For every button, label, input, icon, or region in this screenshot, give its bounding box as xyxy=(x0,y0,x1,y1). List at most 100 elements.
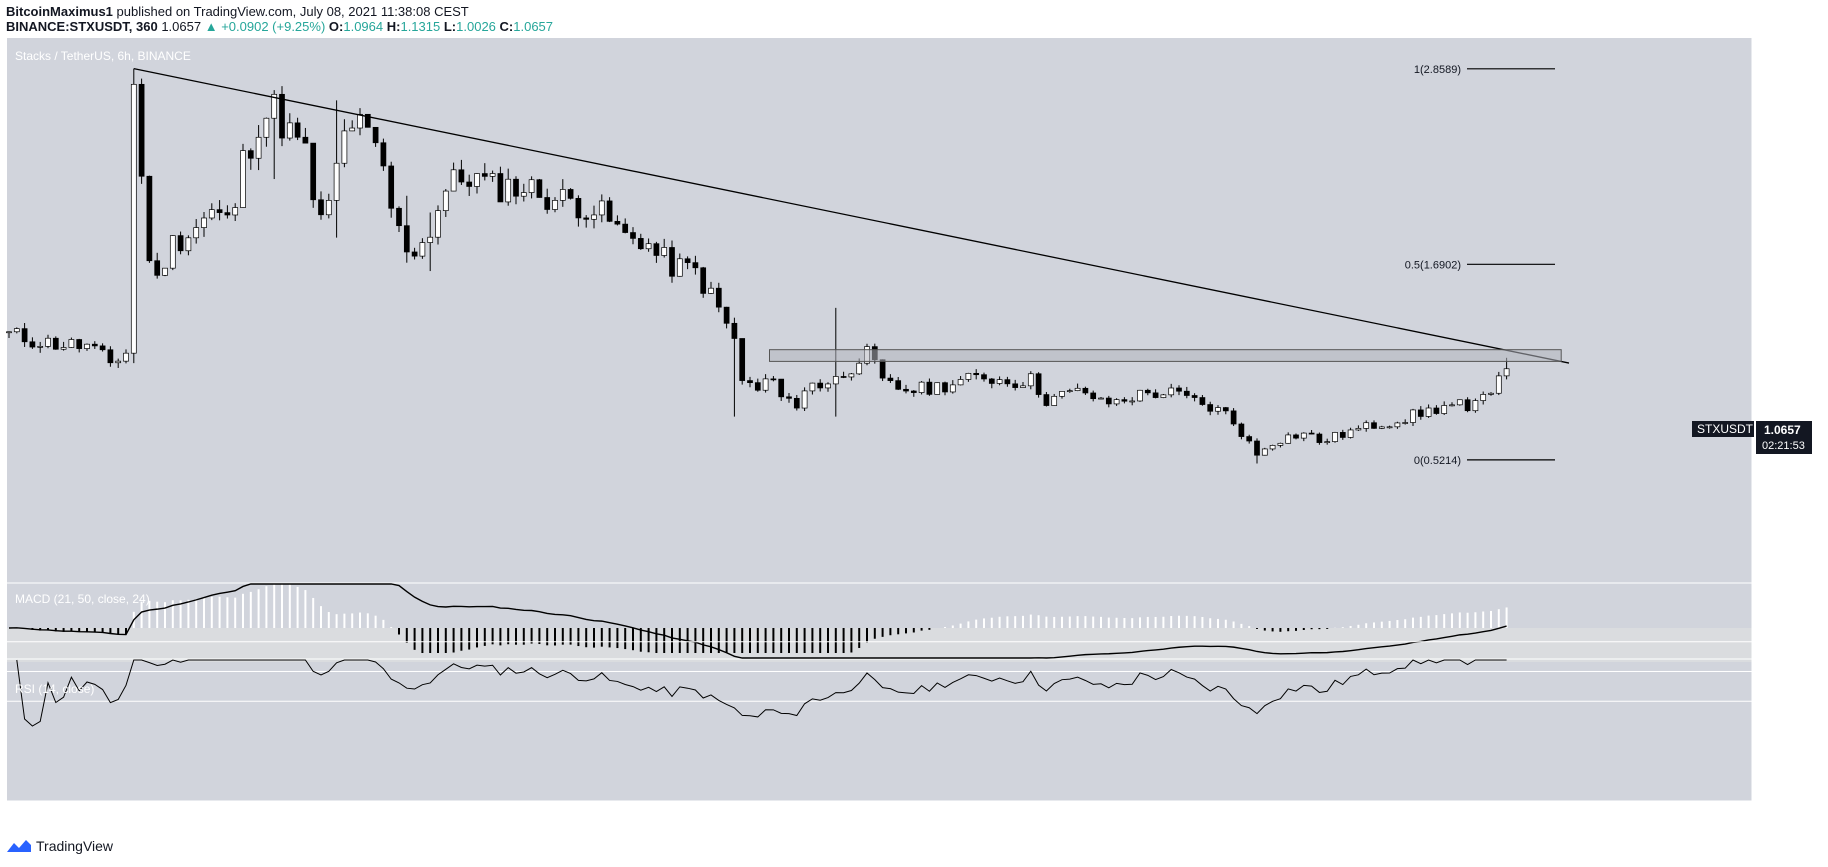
candle-body xyxy=(403,225,410,253)
candle-body xyxy=(856,362,863,375)
candle-body xyxy=(1394,422,1401,428)
candle-body xyxy=(1285,434,1292,444)
candle-body xyxy=(669,247,675,277)
macd-label[interactable]: MACD (21, 50, close, 24) xyxy=(15,592,150,606)
candle-body xyxy=(1378,426,1385,429)
candle-body xyxy=(458,169,465,183)
candle-body xyxy=(1371,422,1377,429)
candle-body xyxy=(630,232,636,239)
candle-body xyxy=(146,175,153,262)
last-price-tag xyxy=(1756,421,1812,454)
candle-body xyxy=(747,380,753,384)
price-tick: 2.0000 xyxy=(1762,208,1796,220)
candle-body xyxy=(567,189,574,199)
time-tick: 12 xyxy=(206,809,218,821)
candle-body xyxy=(552,200,558,210)
candle-body xyxy=(177,235,184,252)
candle-body xyxy=(37,346,44,348)
author-name[interactable]: BitcoinMaximus1 xyxy=(6,4,113,19)
candle-body xyxy=(130,83,137,354)
candle-body xyxy=(1059,391,1065,397)
candle-body xyxy=(1277,442,1284,446)
candle-body xyxy=(45,337,51,347)
candle-body xyxy=(739,338,746,381)
candle-body xyxy=(661,247,668,256)
tradingview-logo[interactable]: TradingView xyxy=(6,838,113,854)
price-change: ▲ +0.0902 (+9.25%) xyxy=(204,19,326,34)
candle-body xyxy=(1020,385,1026,388)
rsi-line xyxy=(16,659,1507,727)
chart-title: Stacks / TetherUS, 6h, BINANCE xyxy=(15,49,191,63)
candle-body xyxy=(825,383,831,389)
candle-body xyxy=(435,210,441,238)
time-tick: 21 xyxy=(1279,809,1291,821)
candle-body xyxy=(653,243,660,256)
candle-body xyxy=(848,373,855,378)
candle-body xyxy=(910,390,917,393)
candle-body xyxy=(1160,394,1167,398)
descending-trendline xyxy=(133,67,1570,364)
candle-body xyxy=(294,122,301,138)
open-value: 1.0964 xyxy=(343,19,384,34)
rsi-tick: 40.00 xyxy=(1764,681,1792,693)
candle-body xyxy=(302,136,309,144)
candle-body xyxy=(1332,432,1338,442)
candle-body xyxy=(1293,434,1299,439)
candle-body xyxy=(1105,397,1112,405)
candle-body xyxy=(1425,407,1432,417)
candle-body xyxy=(708,287,714,294)
time-tick: Jun xyxy=(968,809,986,821)
candle-body xyxy=(583,217,590,220)
candle-body xyxy=(450,169,457,192)
candle-body xyxy=(973,372,980,376)
candle-body xyxy=(637,238,644,250)
candle-body xyxy=(505,178,512,203)
candle-body xyxy=(240,150,246,208)
time-tick: Apr xyxy=(36,809,53,821)
candle-body xyxy=(645,243,652,250)
rsi-tick: 60.00 xyxy=(1764,652,1792,664)
candle-body xyxy=(380,142,387,167)
candle-body xyxy=(427,236,434,243)
candle-body xyxy=(895,380,902,390)
candle-body xyxy=(513,178,519,197)
candle-body xyxy=(723,306,730,324)
candle-body xyxy=(817,382,824,389)
macd-zero-tick: 0.0000 xyxy=(1768,623,1802,635)
candle-body xyxy=(1324,441,1331,443)
last-price-tag-value: 1.0657 xyxy=(1764,423,1801,437)
time-tick: 19 xyxy=(291,809,303,821)
candle-body xyxy=(419,242,426,257)
countdown: 02:21:53 xyxy=(1762,440,1805,452)
candle-body xyxy=(474,173,480,187)
candle-body xyxy=(388,165,395,209)
candle-body xyxy=(1027,373,1034,387)
candle-body xyxy=(1066,390,1073,393)
candle-body xyxy=(544,197,551,210)
candle-body xyxy=(29,341,36,348)
chart-canvas[interactable]: 1(2.8589) 0.5(1.6902) 0(0.5214) 80.00 60.00… xyxy=(0,38,1828,838)
candle-body xyxy=(1472,400,1479,412)
candle-body xyxy=(263,117,270,138)
candle-body xyxy=(1191,395,1198,398)
candle-body xyxy=(84,343,90,349)
publish-info: published on TradingView.com, July 08, 2… xyxy=(116,4,469,19)
candle-body xyxy=(1347,429,1354,438)
low-value: 1.0026 xyxy=(456,19,496,34)
price-tick: 0.4000 xyxy=(1762,475,1796,487)
candle-body xyxy=(481,173,488,177)
rsi-label[interactable]: RSI (14, close) xyxy=(15,682,94,696)
candle-body xyxy=(1495,375,1502,394)
candle-body xyxy=(13,328,20,333)
candle-body xyxy=(1386,426,1393,429)
candle-body xyxy=(279,93,285,139)
candle-body xyxy=(1488,392,1494,395)
candle-body xyxy=(115,360,122,364)
fib-level-label: 0(0.5214) xyxy=(1414,455,1461,467)
price-tick: 1.0000 xyxy=(1762,375,1796,387)
candle-body xyxy=(333,162,340,201)
candle-body xyxy=(341,130,348,164)
candle-body xyxy=(193,227,200,239)
price-tick: 1.6000 xyxy=(1762,274,1796,286)
candle-body xyxy=(1417,409,1424,417)
